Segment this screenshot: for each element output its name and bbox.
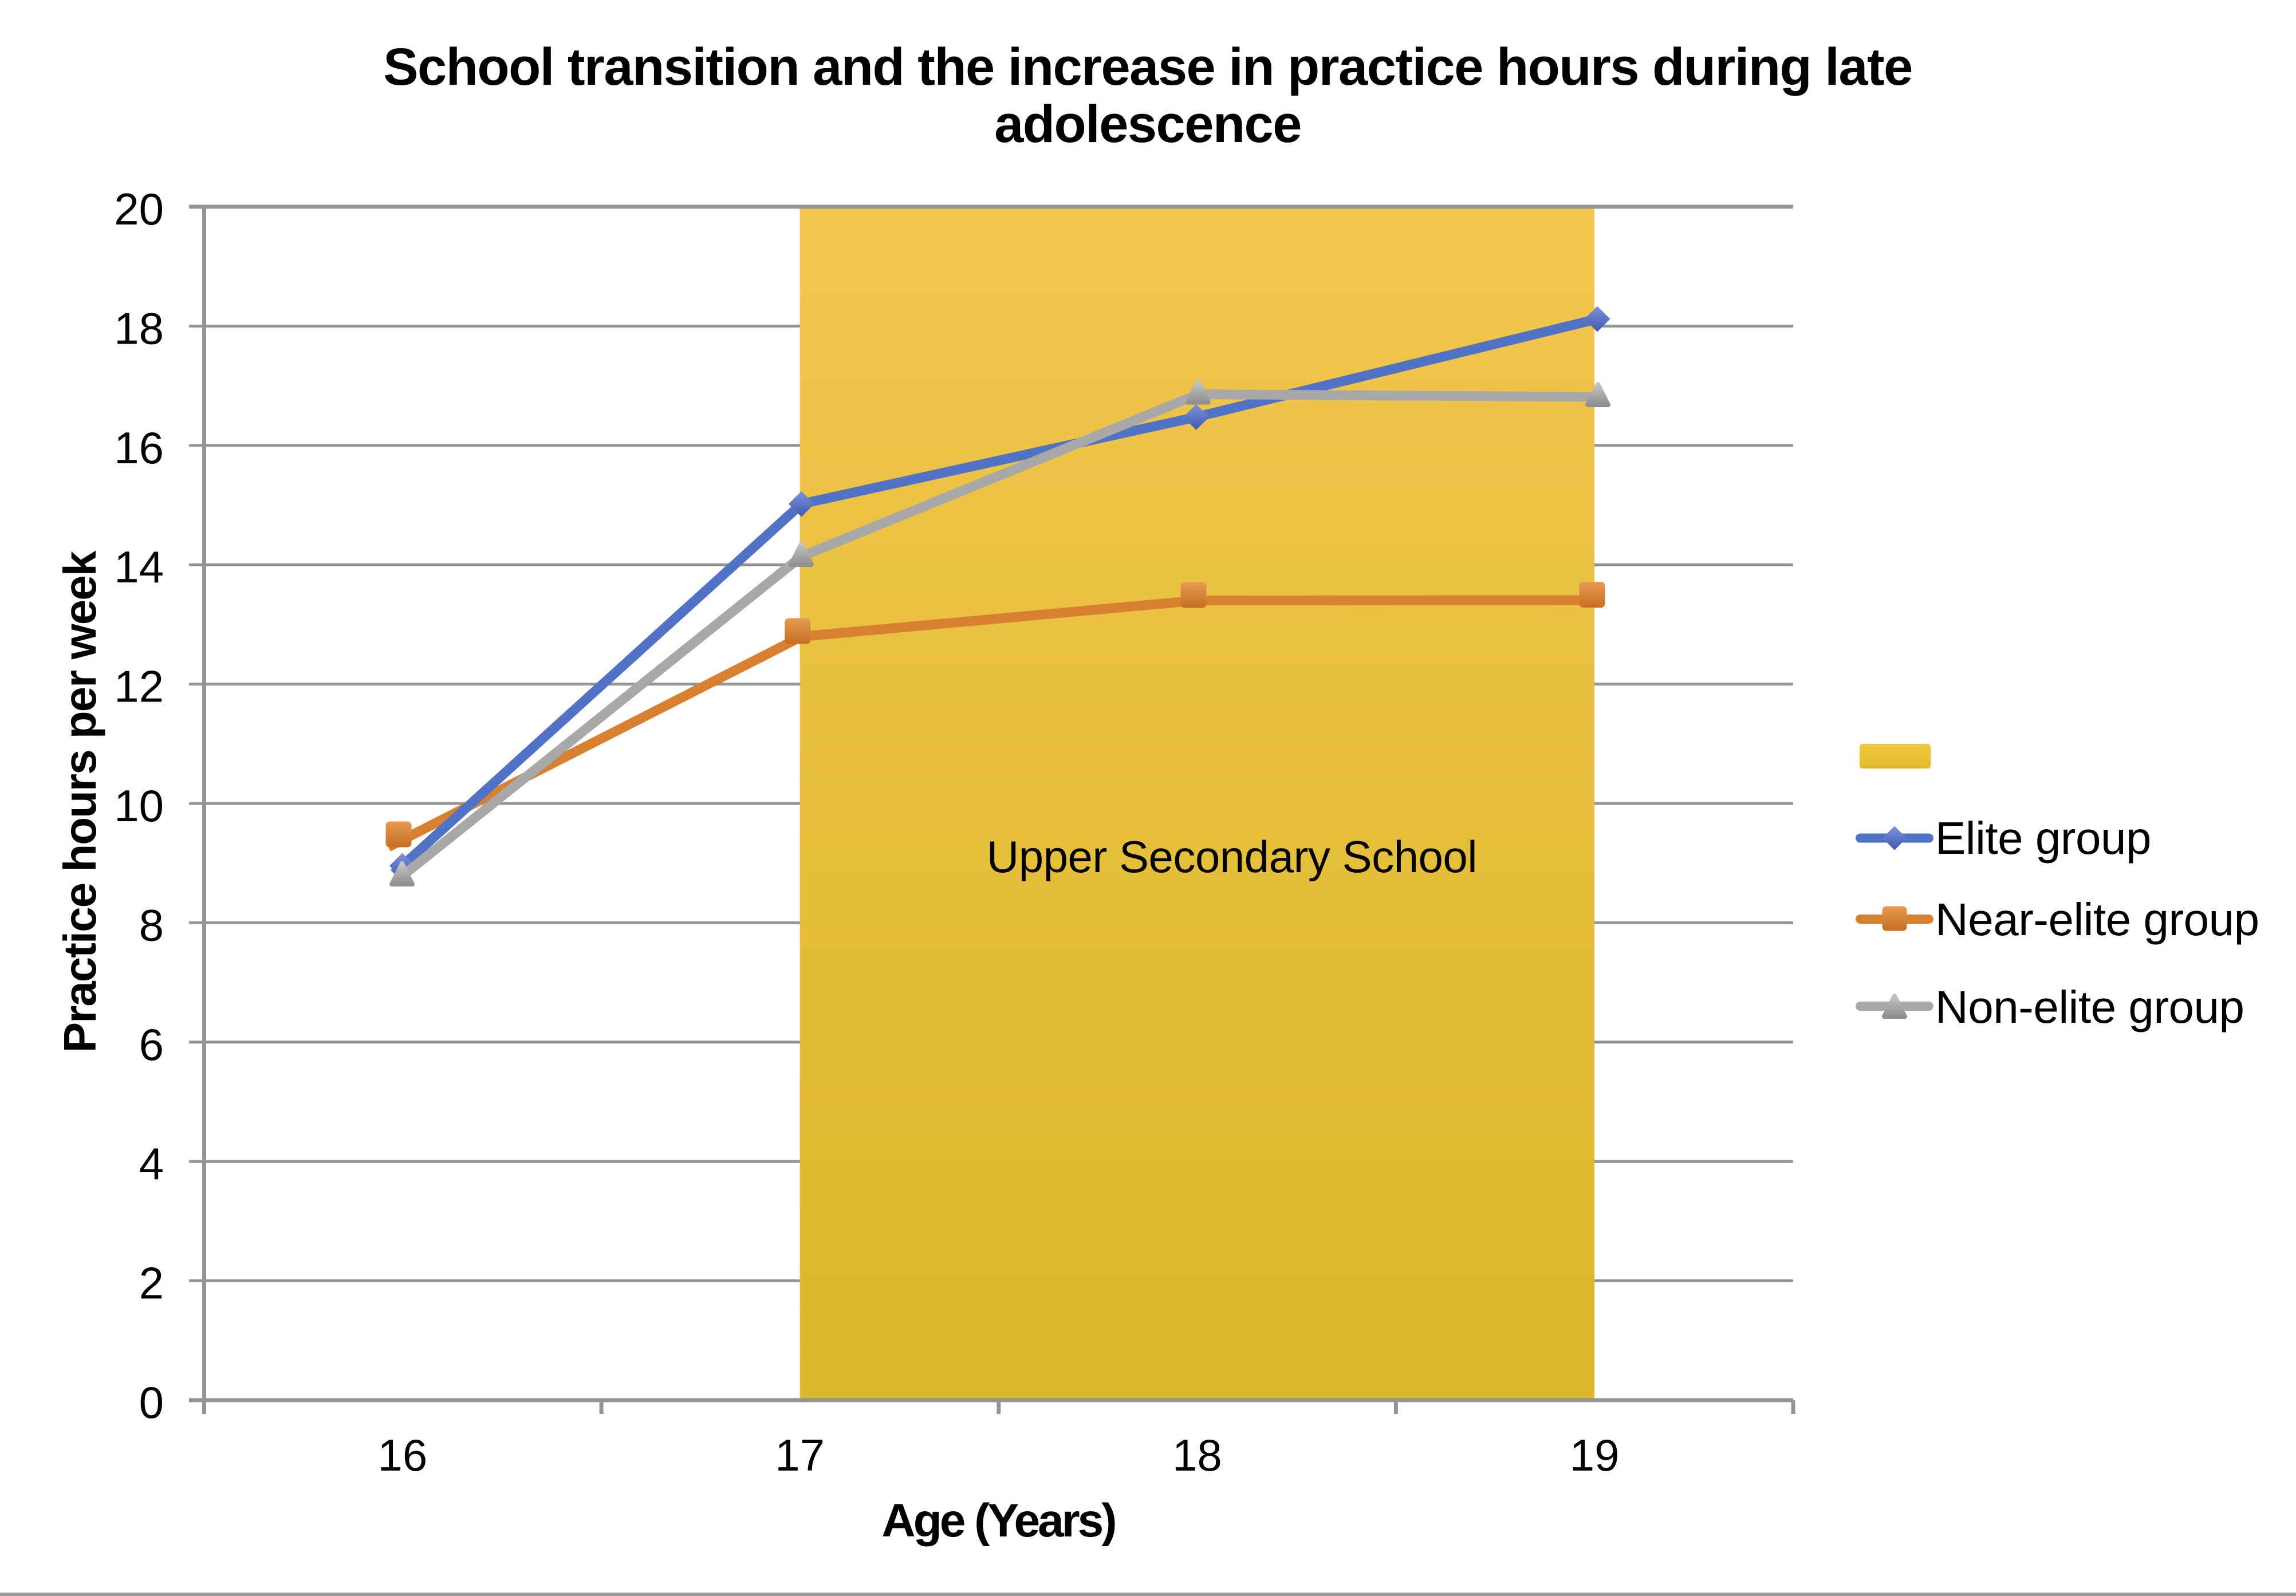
svg-text:17: 17: [775, 1430, 825, 1480]
svg-text:10: 10: [114, 781, 164, 831]
svg-text:4: 4: [139, 1138, 164, 1189]
svg-text:2: 2: [139, 1258, 164, 1309]
svg-text:Age (Years): Age (Years): [881, 1495, 1115, 1547]
svg-text:18: 18: [1172, 1430, 1222, 1480]
svg-text:Non-elite group: Non-elite group: [1935, 982, 2244, 1033]
svg-text:Practice hours per week: Practice hours per week: [54, 550, 105, 1053]
svg-text:adolescence: adolescence: [994, 95, 1301, 153]
svg-text:12: 12: [114, 661, 164, 712]
svg-text:0: 0: [139, 1377, 164, 1428]
svg-text:Upper Secondary School: Upper Secondary School: [987, 832, 1477, 882]
svg-text:6: 6: [139, 1019, 164, 1070]
svg-text:20: 20: [114, 184, 164, 234]
svg-text:8: 8: [139, 900, 164, 950]
svg-text:19: 19: [1570, 1430, 1620, 1480]
svg-text:16: 16: [378, 1430, 428, 1480]
svg-text:Elite group: Elite group: [1935, 813, 2151, 864]
svg-text:14: 14: [114, 542, 164, 592]
svg-text:18: 18: [114, 303, 164, 353]
svg-text:16: 16: [114, 423, 164, 473]
svg-text:Near-elite group: Near-elite group: [1935, 894, 2259, 945]
svg-text:School transition and the incr: School transition and the increase in pr…: [383, 38, 1912, 96]
